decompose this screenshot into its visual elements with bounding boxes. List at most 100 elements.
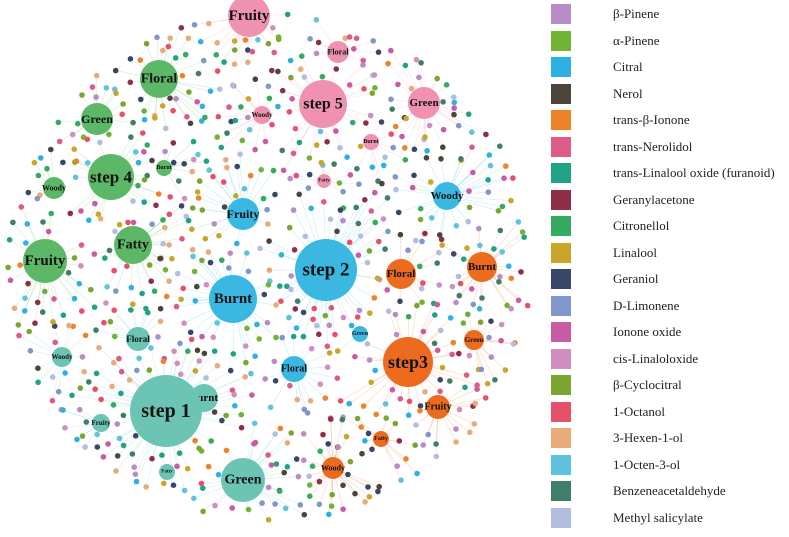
compound-node	[161, 480, 167, 487]
compound-node	[265, 40, 272, 47]
compound-node	[231, 61, 238, 67]
compound-node	[447, 315, 454, 321]
legend-swatch	[551, 507, 571, 528]
compound-node	[223, 447, 230, 454]
attribute-node-step4-woody-circle	[43, 177, 65, 199]
compound-node	[211, 409, 218, 415]
compound-node	[74, 436, 80, 443]
compound-node	[346, 82, 353, 88]
compound-node	[488, 354, 495, 360]
compound-node	[178, 25, 185, 31]
compound-node	[376, 238, 382, 245]
compound-node	[42, 288, 48, 295]
compound-node	[294, 396, 301, 403]
compound-node	[194, 283, 200, 290]
attribute-node-step4-fruity: Fruity	[23, 239, 67, 283]
compound-node	[211, 221, 217, 227]
legend-label: trans-Nerolidol	[613, 138, 693, 154]
compound-node	[273, 334, 279, 341]
compound-node	[383, 415, 390, 421]
compound-node	[336, 180, 343, 186]
compound-node	[96, 344, 102, 351]
attribute-node-step1-floral-circle	[126, 327, 150, 351]
compound-node	[328, 503, 335, 510]
compound-node	[450, 339, 457, 346]
legend-item: β-Pinene	[545, 2, 659, 26]
attribute-node-step2-fruity-label: Fruity	[227, 207, 260, 221]
compound-node	[396, 438, 403, 444]
legend-label: Ionone oxide	[613, 324, 682, 339]
compound-node	[181, 195, 188, 202]
compound-node	[171, 348, 177, 355]
compound-node	[398, 477, 404, 484]
compound-node	[198, 118, 205, 124]
compound-node	[159, 452, 165, 459]
legend-item: Linalool	[545, 241, 657, 265]
compound-node	[83, 419, 90, 425]
compound-node	[128, 307, 134, 313]
compound-node	[272, 501, 278, 507]
attribute-node-step5-burnt-label: Burnt	[363, 139, 378, 145]
compound-node	[221, 204, 228, 210]
compound-node	[185, 348, 191, 355]
compound-node	[40, 219, 46, 225]
attribute-node-step3-fatty-label: Fatty	[374, 436, 388, 442]
compound-nodes	[5, 11, 531, 523]
compound-node	[470, 301, 477, 308]
compound-node	[264, 319, 271, 326]
compound-node	[508, 305, 514, 312]
compound-node	[195, 151, 201, 158]
legend-label: D-Limonene	[613, 297, 680, 313]
compound-node	[126, 377, 133, 383]
compound-node	[358, 424, 365, 430]
compound-node	[221, 59, 227, 65]
compound-node	[137, 57, 144, 63]
compound-node	[497, 274, 503, 280]
attribute-node-step5-floral: Floral	[327, 41, 349, 63]
attribute-node-step2-burnt: Burnt	[209, 275, 257, 323]
compound-node	[194, 189, 201, 195]
compound-node	[178, 203, 185, 209]
compound-node	[477, 319, 484, 326]
compound-node	[278, 252, 285, 258]
compound-node	[6, 237, 13, 243]
compound-node	[116, 435, 123, 442]
compound-node	[333, 66, 340, 72]
compound-node	[392, 123, 399, 130]
compound-node	[79, 92, 85, 98]
compound-node	[365, 430, 372, 437]
compound-node	[224, 164, 230, 171]
attribute-node-step4-burnt-label: Burnt	[156, 165, 171, 171]
compound-node	[319, 73, 326, 80]
compound-node	[245, 59, 251, 66]
attribute-node-step2-fruity: Fruity	[227, 198, 260, 230]
compound-node	[405, 313, 412, 320]
compound-node	[286, 314, 292, 321]
compound-node	[332, 331, 338, 338]
compound-node	[300, 333, 307, 340]
compound-node	[162, 148, 168, 155]
network-edges	[8, 14, 528, 520]
legend-swatch	[551, 216, 571, 236]
compound-node	[101, 319, 107, 326]
attribute-node-step4-burnt: Burnt	[156, 160, 172, 176]
compound-node	[242, 37, 249, 43]
attribute-node-step4-green-label: Green	[81, 112, 113, 126]
compound-node	[418, 60, 424, 66]
compound-node	[82, 444, 88, 450]
legend-swatch	[551, 375, 571, 395]
compound-node	[25, 189, 32, 196]
compound-node	[203, 375, 209, 381]
compound-node	[145, 309, 151, 316]
compound-node	[72, 174, 79, 181]
compound-node	[173, 303, 180, 310]
compound-node	[414, 470, 420, 477]
compound-node	[275, 34, 282, 40]
attribute-node-step5-fruity: Fruity	[228, 0, 270, 37]
compound-node	[71, 146, 77, 152]
compound-node	[277, 283, 283, 289]
compound-node	[34, 195, 41, 202]
compound-node	[371, 295, 378, 301]
compound-node	[364, 341, 371, 347]
attribute-node-step3-woody-label: Woody	[321, 464, 345, 473]
